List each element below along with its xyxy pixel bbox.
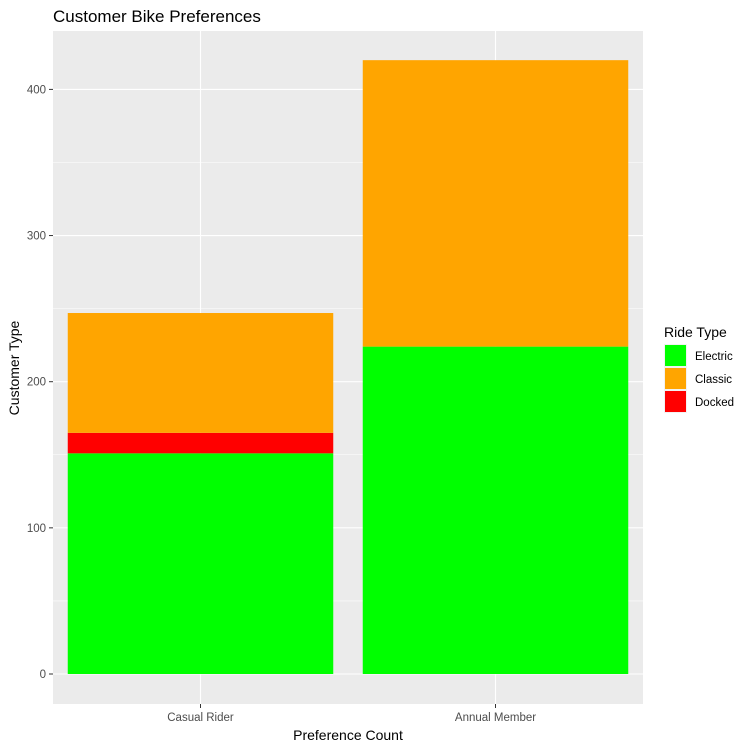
legend-swatch-docked bbox=[665, 391, 686, 412]
x-tick-label: Annual Member bbox=[455, 712, 536, 724]
legend-swatch-electric bbox=[665, 345, 686, 366]
y-axis: 0 100 200 300 400 bbox=[27, 84, 53, 681]
y-tick-label: 200 bbox=[27, 377, 46, 389]
bar-segment-electric-annual-member bbox=[362, 346, 629, 674]
y-tick-label: 0 bbox=[40, 669, 46, 681]
legend: Ride Type Electric Classic Docked bbox=[664, 324, 734, 413]
y-axis-title: Customer Type bbox=[6, 320, 22, 415]
y-tick-label: 100 bbox=[27, 523, 46, 535]
bar-segments bbox=[67, 60, 629, 674]
legend-label-electric: Electric bbox=[695, 351, 733, 363]
bar-segment-electric-casual-rider bbox=[67, 453, 334, 674]
legend-swatch-classic bbox=[665, 368, 686, 389]
legend-label-docked: Docked bbox=[695, 397, 734, 409]
x-axis-title: Preference Count bbox=[293, 727, 403, 743]
y-tick-label: 400 bbox=[27, 84, 46, 96]
y-tick-label: 300 bbox=[27, 231, 46, 243]
x-axis: Casual Rider Annual Member bbox=[167, 704, 536, 724]
chart-title: Customer Bike Preferences bbox=[53, 7, 261, 26]
bar-segment-classic-casual-rider bbox=[67, 313, 334, 433]
x-tick-label: Casual Rider bbox=[167, 712, 234, 724]
bar-segment-docked-casual-rider bbox=[67, 432, 334, 454]
legend-label-classic: Classic bbox=[695, 374, 732, 386]
bar-segment-classic-annual-member bbox=[362, 60, 629, 347]
legend-title: Ride Type bbox=[664, 324, 727, 340]
